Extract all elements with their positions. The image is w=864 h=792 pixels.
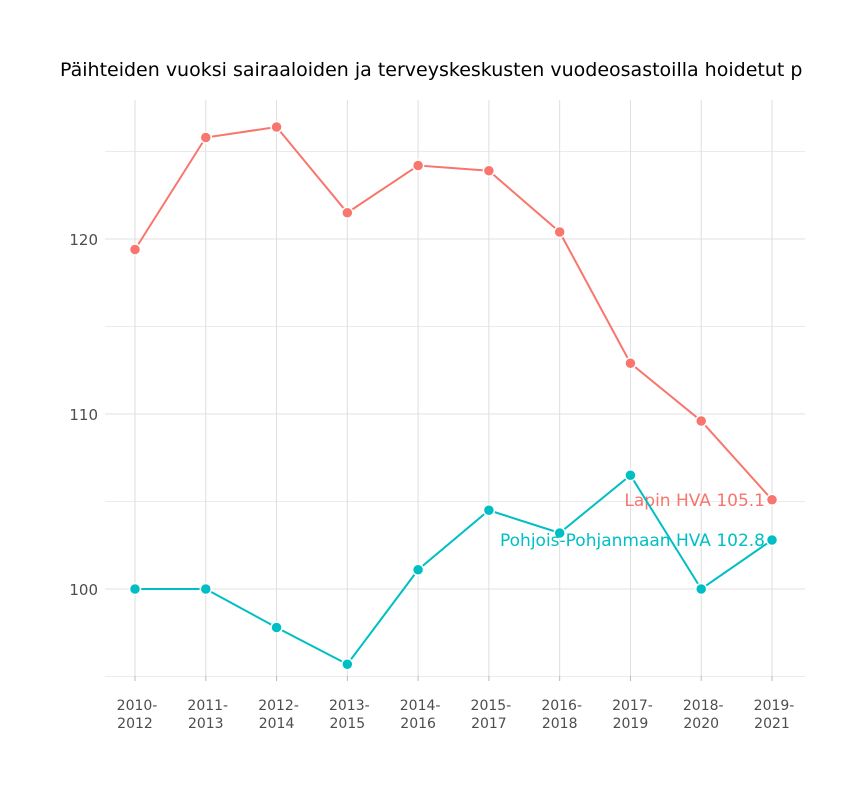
y-tick-label: 100 xyxy=(69,581,98,599)
data-point xyxy=(411,159,425,172)
x-axis: 2010- 2012 2011- 2013 2012- 2014 2013- 2015 2014… xyxy=(117,676,795,732)
x-tick-label: 2016 xyxy=(400,716,436,732)
x-tick-label: 2014- xyxy=(400,698,441,714)
x-tick-label: 2017 xyxy=(471,716,507,732)
x-tick-label: 2015- xyxy=(471,698,512,714)
x-tick-label: 2010- xyxy=(117,698,158,714)
series-line xyxy=(135,473,773,666)
data-point xyxy=(199,582,213,596)
x-tick-label: 2021 xyxy=(754,716,790,732)
series-0: Lapin HVA 105.1 xyxy=(128,120,779,511)
x-tick-label: 2014 xyxy=(259,716,295,732)
series-layer: Lapin HVA 105.1 Pohjois-Pohjanmaan HVA 10… xyxy=(128,120,779,671)
x-tick-label: 2016- xyxy=(541,698,582,714)
data-point xyxy=(624,469,637,482)
data-point xyxy=(341,658,354,671)
series-1: Pohjois-Pohjanmaan HVA 102.8 xyxy=(128,469,779,671)
x-tick-label: 2013 xyxy=(188,716,224,732)
x-tick-label: 2012 xyxy=(117,716,153,732)
data-point xyxy=(199,131,213,144)
x-tick-label: 2017- xyxy=(612,698,653,714)
data-point xyxy=(411,563,425,576)
data-point xyxy=(341,206,354,219)
y-tick-label: 120 xyxy=(69,231,98,249)
y-axis: 100 110 120 xyxy=(69,231,98,599)
x-tick-label: 2018 xyxy=(542,716,578,732)
x-tick-label: 2011- xyxy=(187,698,228,714)
data-point xyxy=(553,225,566,239)
data-point xyxy=(765,533,779,547)
y-tick-label: 110 xyxy=(69,406,98,424)
x-tick-label: 2019- xyxy=(754,698,795,714)
x-tick-label: 2013- xyxy=(329,698,370,714)
data-point xyxy=(482,164,496,177)
grid xyxy=(105,100,805,677)
data-point xyxy=(270,621,283,634)
data-point xyxy=(694,414,708,428)
data-point xyxy=(128,582,142,596)
data-point xyxy=(624,357,637,370)
x-tick-label: 2012- xyxy=(258,698,299,714)
x-tick-label: 2015 xyxy=(330,716,366,732)
series-end-label: Lapin HVA 105.1 xyxy=(624,491,765,511)
data-point xyxy=(694,582,708,596)
series-end-label: Pohjois-Pohjanmaan HVA 102.8 xyxy=(500,531,765,551)
x-tick-label: 2019 xyxy=(613,716,649,732)
x-tick-label: 2020 xyxy=(683,716,719,732)
data-point xyxy=(128,243,142,256)
data-point xyxy=(482,504,496,517)
data-point xyxy=(270,120,283,134)
data-point xyxy=(553,526,566,540)
chart-title: Päihteiden vuoksi sairaaloiden ja tervey… xyxy=(60,59,802,81)
series-line xyxy=(134,125,773,501)
x-tick-label: 2018- xyxy=(683,698,724,714)
data-point xyxy=(765,493,779,506)
